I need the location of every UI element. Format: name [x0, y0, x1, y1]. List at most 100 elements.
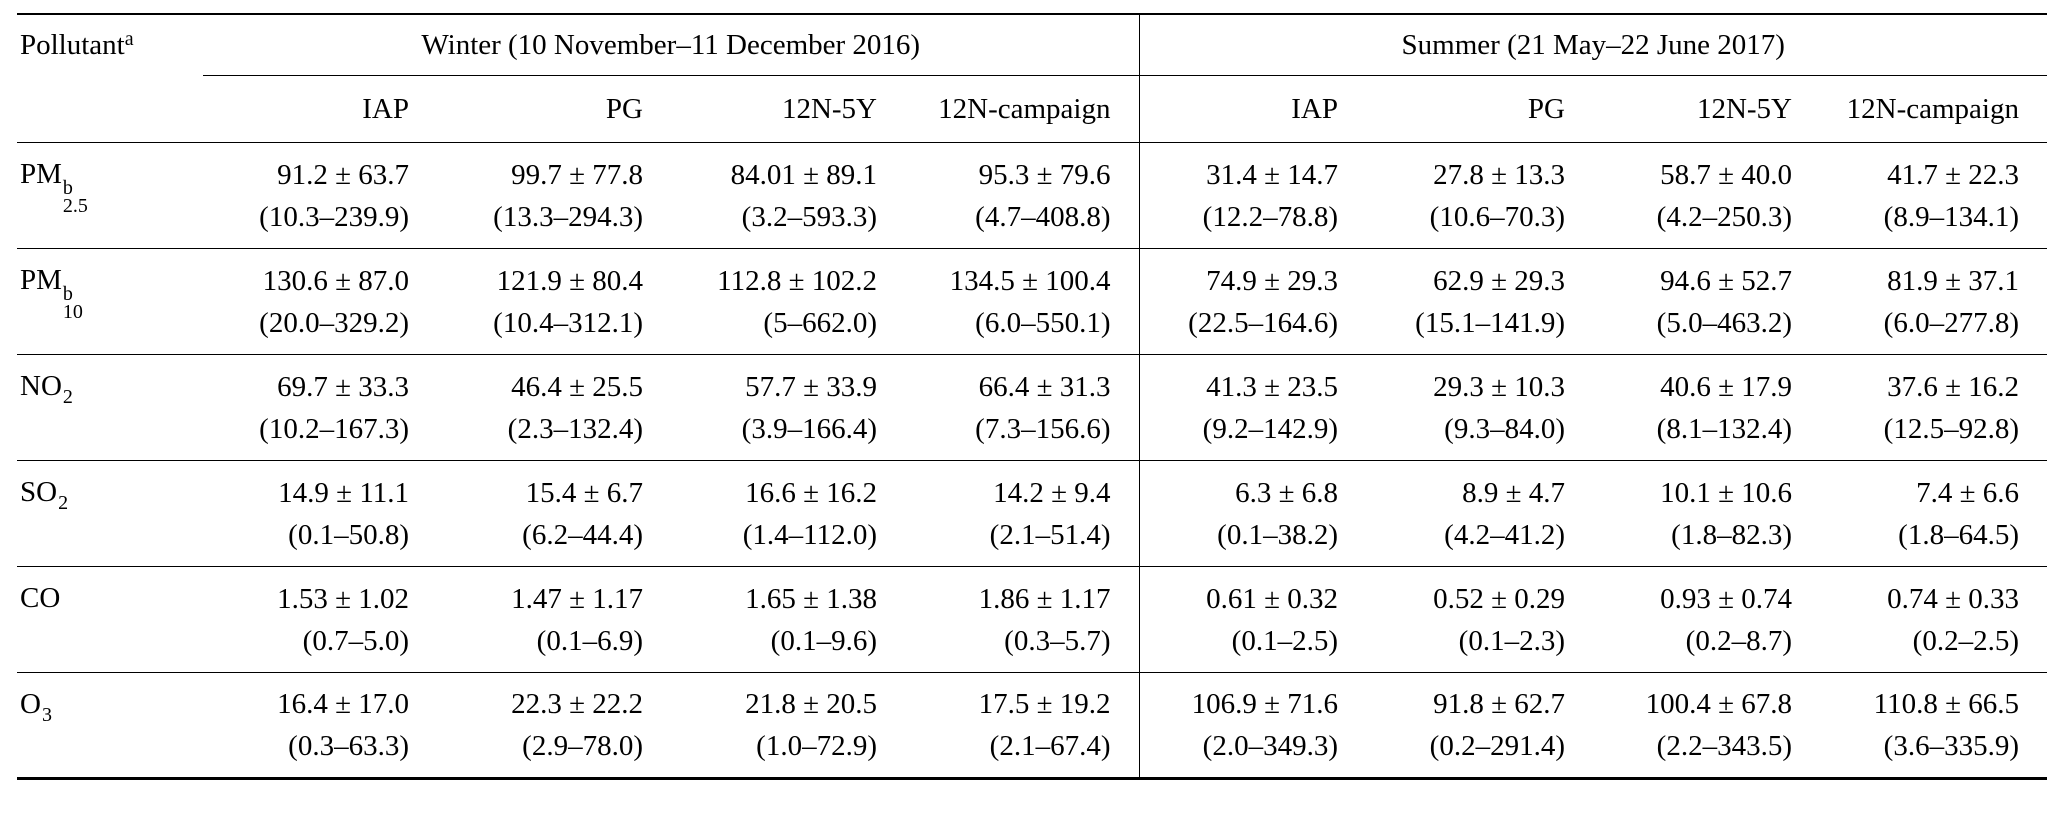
range-value: (22.5–164.6) — [1188, 306, 1338, 339]
cell-co-winter-12ncampaign: 1.86 ± 1.17 (0.3–5.7) — [905, 567, 1139, 673]
range-value: (4.2–250.3) — [1656, 200, 1792, 233]
cell-no2-summer-12ncampaign: 37.6 ± 16.2 (12.5–92.8) — [1820, 355, 2047, 461]
range-value: (7.3–156.6) — [975, 412, 1111, 445]
cell-pm25-summer-iap: 31.4 ± 14.7 (12.2–78.8) — [1138, 142, 1366, 249]
mean-value: 1.47 ± 1.17 — [511, 582, 643, 615]
cell-pm10-summer-pg: 62.9 ± 29.3 (15.1–141.9) — [1366, 249, 1593, 355]
mean-value: 14.9 ± 11.1 — [278, 476, 409, 509]
mean-value: 57.7 ± 33.9 — [745, 370, 877, 403]
mean-value: 121.9 ± 80.4 — [496, 264, 643, 297]
chem-sup: b — [62, 177, 73, 199]
pollutant-label-so2: SO2 — [17, 461, 203, 567]
mean-value: 91.2 ± 63.7 — [277, 158, 409, 191]
mean-value: 69.7 ± 33.3 — [277, 370, 409, 403]
mean-value: 0.52 ± 0.29 — [1433, 582, 1565, 615]
cell-co-winter-12n5y: 1.65 ± 1.38 (0.1–9.6) — [671, 567, 905, 673]
range-value: (4.7–408.8) — [975, 200, 1111, 233]
cell-o3-winter-iap: 16.4 ± 17.0 (0.3–63.3) — [203, 673, 437, 779]
mean-value: 15.4 ± 6.7 — [525, 476, 643, 509]
range-value: (5–662.0) — [763, 306, 877, 339]
range-value: (8.9–134.1) — [1883, 200, 2019, 233]
range-value: (6.0–277.8) — [1883, 306, 2019, 339]
cell-so2-winter-pg: 15.4 ± 6.7 (6.2–44.4) — [437, 461, 671, 567]
mean-value: 46.4 ± 25.5 — [511, 370, 643, 403]
range-value: (9.2–142.9) — [1202, 412, 1338, 445]
winter-site-header-12n5y: 12N-5Y — [781, 92, 877, 125]
cell-no2-summer-pg: 29.3 ± 10.3 (9.3–84.0) — [1366, 355, 1593, 461]
cell-pm25-summer-pg: 27.8 ± 13.3 (10.6–70.3) — [1366, 143, 1593, 249]
mean-value: 84.01 ± 89.1 — [730, 158, 877, 191]
range-value: (10.3–239.9) — [259, 200, 409, 233]
table-row-o3: O3 16.4 ± 17.0 (0.3–63.3) 22.3 ± 22.2 (2.9… — [17, 672, 2047, 779]
mean-value: 0.74 ± 0.33 — [1887, 582, 2019, 615]
cell-so2-summer-12ncampaign: 7.4 ± 6.6 (1.8–64.5) — [1820, 461, 2047, 567]
cell-o3-winter-12ncampaign: 17.5 ± 19.2 (2.1–67.4) — [905, 673, 1139, 779]
mean-value: 31.4 ± 14.7 — [1206, 158, 1338, 191]
cell-o3-summer-12ncampaign: 110.8 ± 66.5 (3.6–335.9) — [1820, 673, 2047, 779]
range-value: (2.0–349.3) — [1202, 730, 1338, 762]
pollutant-header-label: Pollutant — [20, 28, 125, 61]
cell-so2-summer-pg: 8.9 ± 4.7 (4.2–41.2) — [1366, 461, 1593, 567]
mean-value: 110.8 ± 66.5 — [1873, 688, 2019, 720]
mean-value: 112.8 ± 102.2 — [717, 264, 877, 297]
chem-supsub: b 10 — [62, 283, 83, 323]
range-value: (0.1–38.2) — [1217, 518, 1338, 551]
summer-season-header: Summer (21 May–22 June 2017) — [1138, 14, 2047, 76]
summer-site-header-pg: PG — [1527, 92, 1565, 125]
mean-value: 14.2 ± 9.4 — [993, 476, 1111, 509]
range-value: (0.1–2.5) — [1231, 624, 1338, 657]
site-header-row: IAP PG 12N-5Y 12N-campaign IAP PG 12N-5Y… — [17, 75, 2047, 143]
cell-co-winter-pg: 1.47 ± 1.17 (0.1–6.9) — [437, 567, 671, 673]
range-value: (2.3–132.4) — [507, 412, 643, 445]
pollutant-label-pm10: PM b 10 — [17, 249, 203, 355]
range-value: (0.1–50.8) — [288, 518, 409, 551]
cell-so2-summer-iap: 6.3 ± 6.8 (0.1–38.2) — [1138, 460, 1366, 567]
chem-base: SO — [20, 476, 58, 508]
cell-pm10-summer-12n5y: 94.6 ± 52.7 (5.0–463.2) — [1593, 249, 1820, 355]
mean-value: 37.6 ± 16.2 — [1887, 370, 2019, 403]
range-value: (6.0–550.1) — [975, 306, 1111, 339]
pollutant-label-co: CO — [17, 567, 203, 673]
range-value: (0.2–291.4) — [1429, 730, 1565, 762]
chem-sup: b — [62, 283, 73, 305]
mean-value: 74.9 ± 29.3 — [1206, 264, 1338, 297]
cell-pm25-winter-iap: 91.2 ± 63.7 (10.3–239.9) — [203, 143, 437, 249]
cell-pm10-summer-12ncampaign: 81.9 ± 37.1 (6.0–277.8) — [1820, 249, 2047, 355]
mean-value: 94.6 ± 52.7 — [1660, 264, 1792, 297]
mean-value: 29.3 ± 10.3 — [1433, 370, 1565, 403]
cell-no2-summer-iap: 41.3 ± 23.5 (9.2–142.9) — [1138, 354, 1366, 461]
chem-base: CO — [20, 582, 61, 614]
mean-value: 10.1 ± 10.6 — [1660, 476, 1792, 509]
summer-site-header-12n5y: 12N-5Y — [1696, 92, 1792, 125]
range-value: (8.1–132.4) — [1656, 412, 1792, 445]
mean-value: 17.5 ± 19.2 — [978, 688, 1111, 720]
range-value: (0.7–5.0) — [302, 624, 409, 657]
cell-no2-winter-pg: 46.4 ± 25.5 (2.3–132.4) — [437, 355, 671, 461]
range-value: (3.2–593.3) — [741, 200, 877, 233]
chem-sub: 10 — [62, 301, 83, 323]
range-value: (12.5–92.8) — [1883, 412, 2019, 445]
mean-value: 99.7 ± 77.8 — [511, 158, 643, 191]
range-value: (15.1–141.9) — [1415, 306, 1565, 339]
range-value: (2.1–67.4) — [989, 730, 1111, 762]
range-value: (0.2–8.7) — [1685, 624, 1792, 657]
summer-site-header-12ncampaign: 12N-campaign — [1846, 92, 2019, 125]
range-value: (0.2–2.5) — [1912, 624, 2019, 657]
cell-o3-summer-pg: 91.8 ± 62.7 (0.2–291.4) — [1366, 673, 1593, 779]
cell-o3-winter-pg: 22.3 ± 22.2 (2.9–78.0) — [437, 673, 671, 779]
chem-sub: 3 — [41, 704, 52, 726]
chem-sub: 2 — [58, 492, 69, 514]
mean-value: 41.3 ± 23.5 — [1206, 370, 1338, 403]
pollutant-label-no2: NO2 — [17, 355, 203, 461]
mean-value: 134.5 ± 100.4 — [949, 264, 1111, 297]
range-value: (9.3–84.0) — [1444, 412, 1565, 445]
range-value: (0.3–5.7) — [1004, 624, 1111, 657]
summer-site-header-iap: IAP — [1138, 75, 1366, 143]
cell-co-winter-iap: 1.53 ± 1.02 (0.7–5.0) — [203, 567, 437, 673]
pollutant-footnote-marker: a — [124, 27, 134, 50]
range-value: (10.2–167.3) — [259, 412, 409, 445]
range-value: (1.4–112.0) — [742, 518, 877, 551]
mean-value: 62.9 ± 29.3 — [1433, 264, 1565, 297]
chem-sub: 2 — [62, 386, 73, 408]
site-header-spacer — [17, 76, 203, 143]
